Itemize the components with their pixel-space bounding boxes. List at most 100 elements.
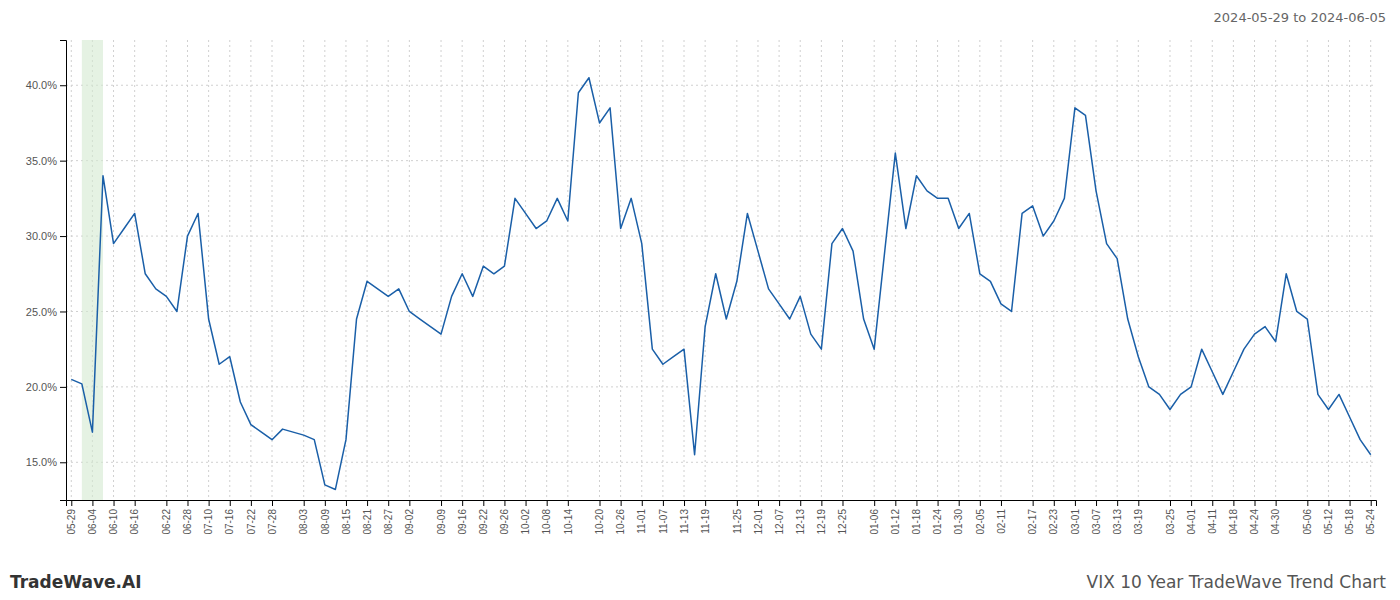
x-tick: 11-07 <box>658 500 669 534</box>
grid-line-x <box>736 40 737 500</box>
x-tick-mark <box>1117 500 1118 506</box>
x-tick: 10-08 <box>541 500 552 535</box>
x-tick-mark <box>916 500 917 506</box>
x-tick-mark <box>1033 500 1034 506</box>
x-tick-mark <box>462 500 463 506</box>
x-tick-mark <box>705 500 706 506</box>
x-tick: 11-25 <box>732 500 743 534</box>
grid-line-x <box>1275 40 1276 500</box>
x-tick-mark <box>1075 500 1076 506</box>
x-tick-label: 03-19 <box>1133 509 1144 535</box>
x-tick-mark <box>230 500 231 506</box>
grid-line-x <box>504 40 505 500</box>
x-tick-mark <box>135 500 136 506</box>
x-tick-mark <box>504 500 505 506</box>
grid-line-x <box>187 40 188 500</box>
grid-line-y <box>66 85 1376 86</box>
x-tick: 07-28 <box>267 500 278 535</box>
x-tick: 06-10 <box>108 500 119 535</box>
x-tick-mark <box>1255 500 1256 506</box>
grid-line-x <box>1233 40 1234 500</box>
grid-line-x <box>303 40 304 500</box>
x-tick: 08-27 <box>383 500 394 535</box>
x-tick: 05-24 <box>1365 500 1376 535</box>
grid-line-x <box>409 40 410 500</box>
x-tick-mark <box>1276 500 1277 506</box>
x-tick: 08-09 <box>320 500 331 535</box>
grid-line-x <box>1117 40 1118 500</box>
grid-line-x <box>895 40 896 500</box>
x-tick-label: 05-06 <box>1302 509 1313 535</box>
x-tick-mark <box>874 500 875 506</box>
grid-line-x <box>208 40 209 500</box>
x-tick-mark <box>1212 500 1213 506</box>
y-tick: 25.0% <box>26 305 66 317</box>
x-tick: 11-13 <box>679 500 690 534</box>
x-tick: 10-20 <box>594 500 605 535</box>
x-tick-label: 10-20 <box>594 509 605 535</box>
x-tick-mark <box>304 500 305 506</box>
grid-line-x <box>1000 40 1001 500</box>
x-tick-label: 03-07 <box>1091 509 1102 535</box>
x-tick-mark <box>187 500 188 506</box>
x-tick: 12-25 <box>837 500 848 535</box>
grid-line-x <box>1254 40 1255 500</box>
x-tick: 09-16 <box>457 500 468 535</box>
x-tick: 10-26 <box>615 500 626 535</box>
x-tick-mark <box>409 500 410 506</box>
y-tick: 40.0% <box>26 79 66 91</box>
x-tick: 05-06 <box>1302 500 1313 535</box>
grid-line-x <box>1096 40 1097 500</box>
x-tick: 03-13 <box>1112 500 1123 535</box>
x-tick-mark <box>71 500 72 506</box>
y-tick-mark <box>60 462 66 463</box>
x-tick-mark <box>663 500 664 506</box>
grid-line-x <box>1328 40 1329 500</box>
grid-line-x <box>916 40 917 500</box>
x-tick: 09-02 <box>404 500 415 535</box>
grid-line-x <box>272 40 273 500</box>
x-tick-label: 12-13 <box>795 509 806 535</box>
grid-line-x <box>1191 40 1192 500</box>
x-tick-mark <box>1307 500 1308 506</box>
x-tick-label: 10-02 <box>520 509 531 535</box>
x-tick-mark <box>758 500 759 506</box>
x-tick-label: 06-10 <box>108 509 119 535</box>
x-tick: 05-18 <box>1344 500 1355 535</box>
x-tick-mark <box>1170 500 1171 506</box>
x-tick-label: 09-09 <box>436 509 447 535</box>
x-tick-label: 11-01 <box>636 509 647 534</box>
subtitle: 2024-05-29 to 2024-06-05 <box>1214 10 1386 25</box>
x-tick-label: 02-17 <box>1027 509 1038 535</box>
x-tick-label: 11-07 <box>658 509 669 534</box>
x-tick-label: 12-25 <box>837 509 848 535</box>
x-axis: 05-2906-0406-1006-1606-2206-2807-1007-16… <box>66 500 1377 535</box>
x-tick-label: 09-26 <box>499 509 510 535</box>
y-tick: 30.0% <box>26 230 66 242</box>
x-tick-label: 04-11 <box>1207 509 1218 534</box>
x-tick: 07-22 <box>246 500 257 535</box>
x-tick-label: 06-04 <box>87 509 98 535</box>
grid-line-x <box>324 40 325 500</box>
grid-line-y <box>66 236 1376 237</box>
x-tick-label: 09-02 <box>404 509 415 535</box>
grid-line-x <box>1169 40 1170 500</box>
x-tick: 06-28 <box>182 500 193 535</box>
y-tick-label: 20.0% <box>26 381 57 393</box>
grid-line-x <box>1138 40 1139 500</box>
x-tick-label: 04-18 <box>1228 509 1239 535</box>
grid-line-y <box>66 462 1376 463</box>
x-axis-line <box>67 501 1377 507</box>
x-tick: 08-21 <box>362 500 373 535</box>
y-tick-label: 35.0% <box>26 155 57 167</box>
x-tick: 04-24 <box>1249 500 1260 535</box>
x-tick-label: 01-12 <box>890 509 901 535</box>
x-tick: 06-04 <box>87 500 98 535</box>
x-tick-label: 03-01 <box>1070 509 1081 535</box>
grid-line-x <box>1349 40 1350 500</box>
x-tick-mark <box>821 500 822 506</box>
plot-area <box>71 40 1370 500</box>
x-tick: 07-16 <box>224 500 235 535</box>
grid-line-x <box>842 40 843 500</box>
grid-line-x <box>599 40 600 500</box>
